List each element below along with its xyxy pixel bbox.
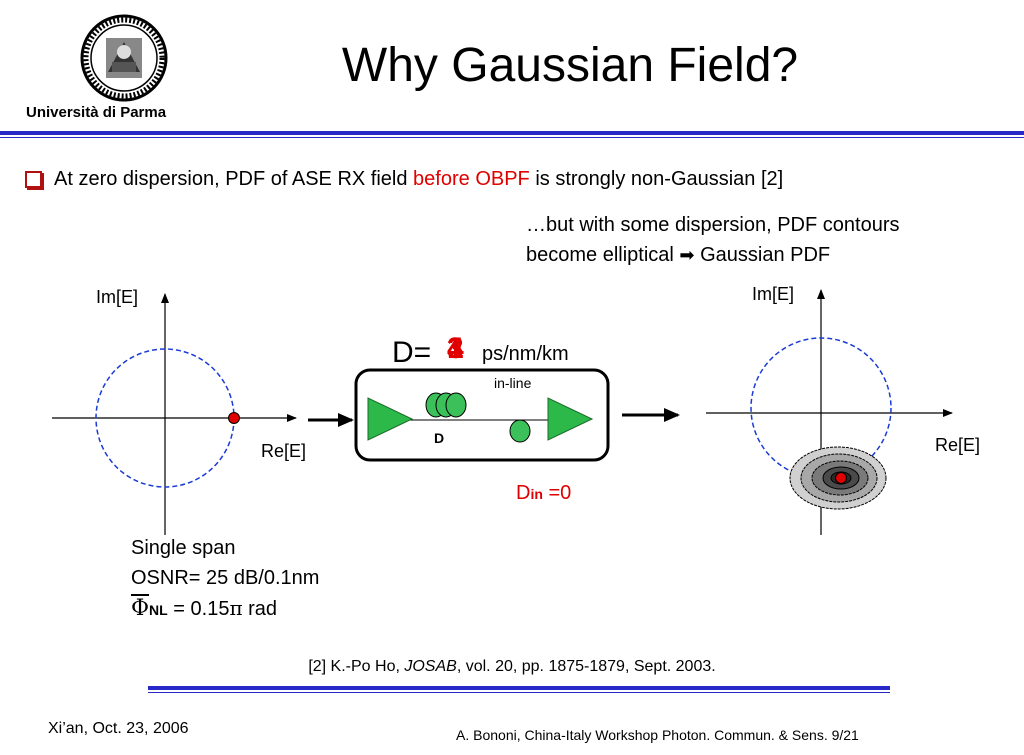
right-x-axis-label: Re[E] bbox=[935, 435, 980, 455]
bullet-text-part1: At zero dispersion, PDF of ASE RX field bbox=[54, 168, 414, 190]
right-constellation-plot: Im[E] Re[E] bbox=[706, 284, 980, 535]
header-rule-thin bbox=[0, 137, 1024, 138]
pi-symbol: π bbox=[229, 596, 243, 620]
fiber-dispersion-label: D bbox=[434, 430, 444, 446]
left-y-axis-label: Im[E] bbox=[96, 287, 138, 307]
inline-label: in-line bbox=[494, 375, 532, 391]
dispersion-value-3: 3 bbox=[447, 332, 464, 365]
bullet-text-highlight: before OBPF bbox=[413, 168, 530, 190]
note-line-2-end: Gaussian PDF bbox=[694, 244, 831, 266]
footer-rule-thin bbox=[148, 692, 890, 693]
dispersion-prefix: D= bbox=[392, 336, 431, 369]
note-line-1: …but with some dispersion, PDF contours bbox=[526, 214, 900, 236]
right-y-axis-label: Im[E] bbox=[752, 284, 794, 304]
university-seal-logo bbox=[80, 14, 168, 102]
link-box bbox=[354, 368, 610, 462]
footer-date: Xi’an, Oct. 23, 2006 bbox=[48, 720, 189, 737]
dispersion-value-1: 1 bbox=[447, 332, 464, 365]
param-osnr: OSNR= 25 dB/0.1nm bbox=[131, 567, 320, 589]
footer-rule bbox=[148, 686, 890, 690]
note-line-2-start: become elliptical bbox=[526, 244, 680, 266]
right-signal-point bbox=[835, 472, 847, 484]
din-main: D bbox=[516, 482, 530, 504]
transmission-scheme-diagram: Im[E] Re[E] D in-line D= 3 1 4 ps/nm/km … bbox=[52, 284, 980, 535]
din-sub: in bbox=[530, 486, 542, 502]
bullet-square-icon bbox=[25, 171, 42, 188]
bullet-text: At zero dispersion, PDF of ASE RX field … bbox=[54, 168, 783, 191]
reference-suffix: , vol. 20, pp. 1875-1879, Sept. 2003. bbox=[456, 658, 716, 675]
amplifier-2-icon bbox=[547, 397, 594, 441]
reference-prefix: [2] K.-Po Ho, bbox=[308, 658, 405, 675]
left-constellation-plot: Im[E] Re[E] bbox=[52, 287, 306, 535]
optical-link: D in-line bbox=[354, 368, 610, 462]
phi-subscript: NL bbox=[149, 602, 168, 618]
header-rule bbox=[0, 131, 1024, 135]
inline-dispersion-label: Din =0 bbox=[516, 482, 571, 504]
university-name: Università di Parma bbox=[26, 104, 167, 121]
left-x-axis-label: Re[E] bbox=[261, 441, 306, 461]
right-field-circle bbox=[750, 337, 892, 479]
simulation-parameters: Single span OSNR= 25 dB/0.1nm ΦNL = 0.15… bbox=[131, 533, 319, 625]
phi-value: = 0.15 bbox=[167, 598, 230, 620]
phi-unit: rad bbox=[242, 598, 278, 620]
dispersion-unit: ps/nm/km bbox=[482, 343, 569, 365]
footer-credit: A. Bononi, China-Italy Workshop Photon. … bbox=[456, 727, 859, 743]
reference-journal: JOSAB bbox=[404, 658, 457, 675]
din-value: =0 bbox=[543, 482, 571, 504]
dispersion-label: D= 3 1 4 ps/nm/km bbox=[392, 332, 569, 369]
fiber-spool-3-icon bbox=[445, 392, 467, 418]
inline-dcf-icon bbox=[509, 419, 531, 443]
param-phi-nl: ΦNL = 0.15π rad bbox=[131, 593, 319, 625]
param-single-span: Single span bbox=[131, 537, 236, 559]
left-signal-point bbox=[228, 412, 240, 424]
slide-title: Why Gaussian Field? bbox=[341, 39, 799, 92]
note-line-2: become elliptical ➡ Gaussian PDF bbox=[526, 244, 830, 267]
dispersion-value-4: 4 bbox=[447, 332, 464, 365]
reference-citation: [2] K.-Po Ho, JOSAB, vol. 20, pp. 1875-1… bbox=[0, 658, 1024, 676]
right-arrow-icon: ➡ bbox=[679, 245, 695, 265]
phi-symbol: Φ bbox=[131, 596, 150, 621]
amplifier-1-icon bbox=[367, 397, 414, 441]
bullet-text-part2: is strongly non-Gaussian [2] bbox=[529, 168, 784, 190]
